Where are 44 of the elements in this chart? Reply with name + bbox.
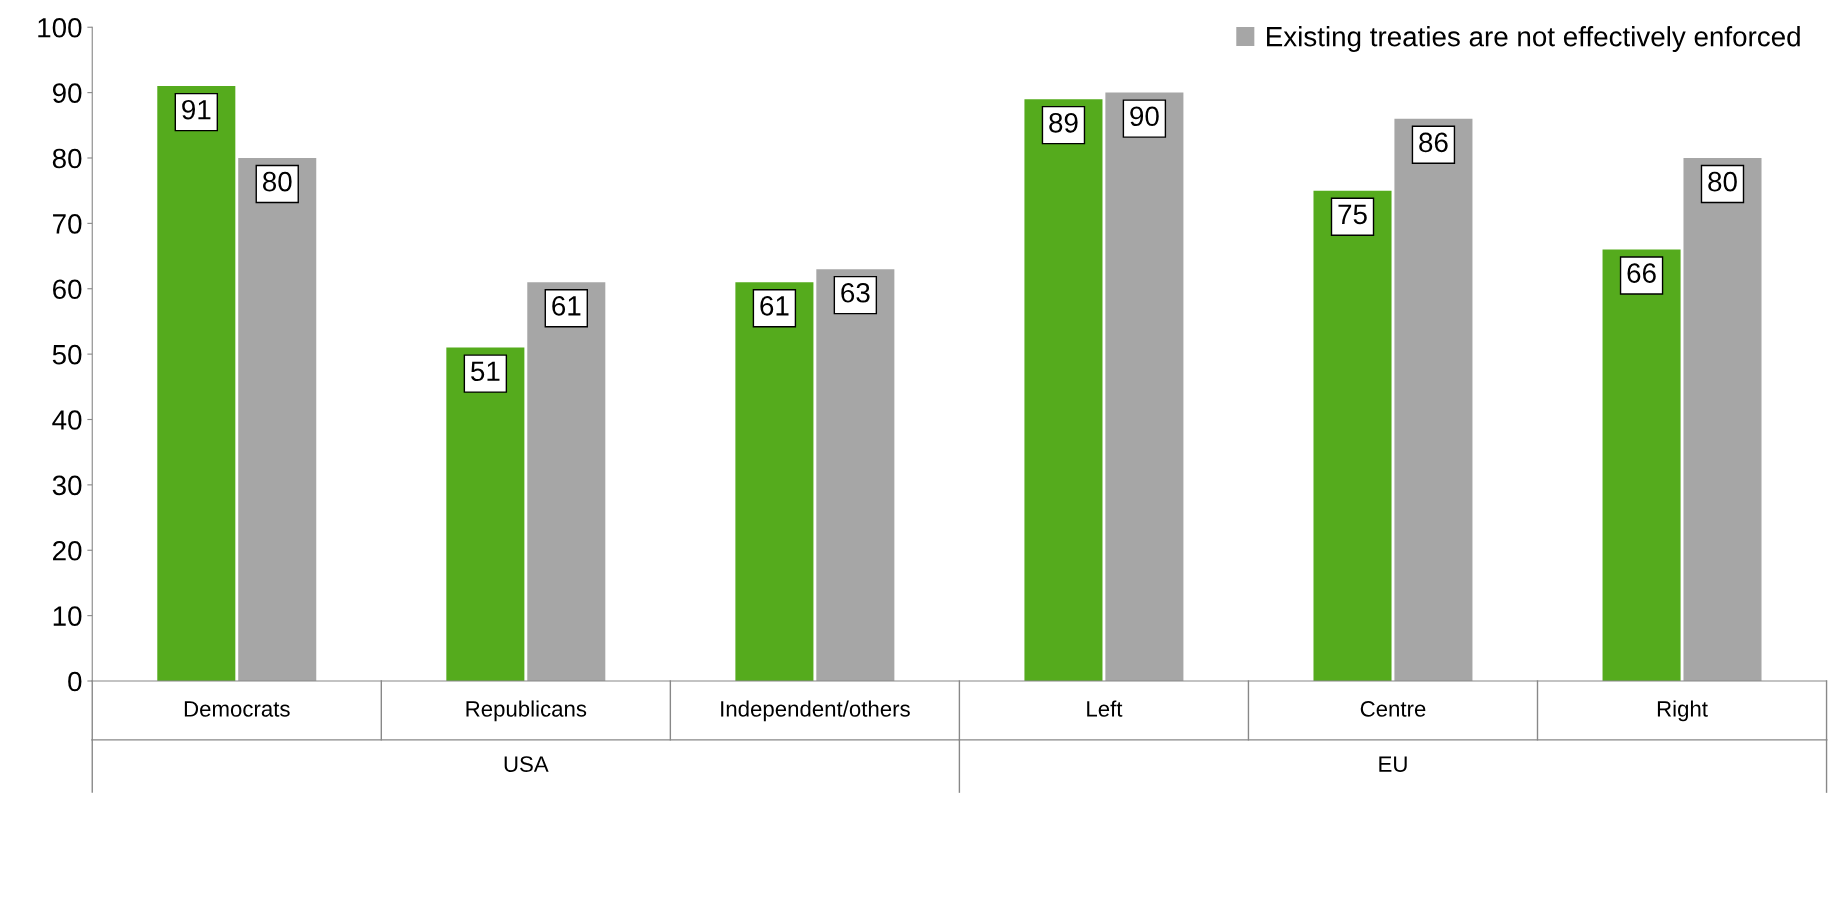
data-label: 91	[182, 99, 211, 120]
data-label: 61	[760, 296, 789, 316]
bar	[1602, 249, 1681, 681]
x-tick-label: Right	[1657, 700, 1708, 722]
text: USA	[504, 756, 549, 772]
text: EU	[1379, 756, 1407, 772]
bar	[527, 282, 606, 681]
bar	[1105, 92, 1184, 681]
data-label: 66	[1627, 263, 1656, 283]
legend-label: Existing treaties are not effectively enforced	[1267, 26, 1800, 52]
bar	[157, 86, 236, 681]
y-tick-label: 90	[52, 83, 82, 103]
data-label: 80	[1708, 171, 1737, 192]
y-tick-label: 40	[52, 410, 82, 430]
y-tick-label: 100	[38, 17, 82, 38]
bar	[816, 269, 895, 681]
data-label: 89	[1049, 112, 1078, 133]
data-label: 86	[1419, 132, 1448, 153]
data-label: 63	[841, 282, 870, 303]
x-tick-label: Democrats	[184, 701, 290, 717]
y-tick-label: 70	[53, 214, 82, 234]
y-tick-label: 60	[53, 279, 82, 300]
bar	[735, 282, 814, 681]
bar	[1024, 99, 1103, 681]
y-tick-label: 10	[53, 606, 82, 626]
data-label: 61	[552, 296, 581, 316]
y-tick-label: 80	[52, 148, 82, 169]
bar	[1683, 157, 1762, 681]
data-label: 75	[1338, 204, 1367, 225]
y-tick-label: 50	[52, 344, 82, 365]
bar	[238, 157, 317, 681]
y-tick-label: 30	[52, 475, 82, 496]
bar	[446, 347, 525, 681]
x-tick-label: Left	[1087, 700, 1123, 717]
data-label: 80	[263, 171, 292, 192]
y-tick-label: 20	[53, 540, 82, 561]
bar	[1394, 118, 1473, 681]
data-label: 51	[471, 361, 500, 382]
y-tick-label: 0	[68, 671, 82, 692]
data-label: 90	[1130, 106, 1159, 127]
x-tick-label: Independent/others	[721, 700, 910, 722]
x-tick-label: Republicans	[466, 700, 587, 722]
x-tick-label: Centre	[1360, 701, 1426, 717]
bar	[1313, 190, 1392, 681]
